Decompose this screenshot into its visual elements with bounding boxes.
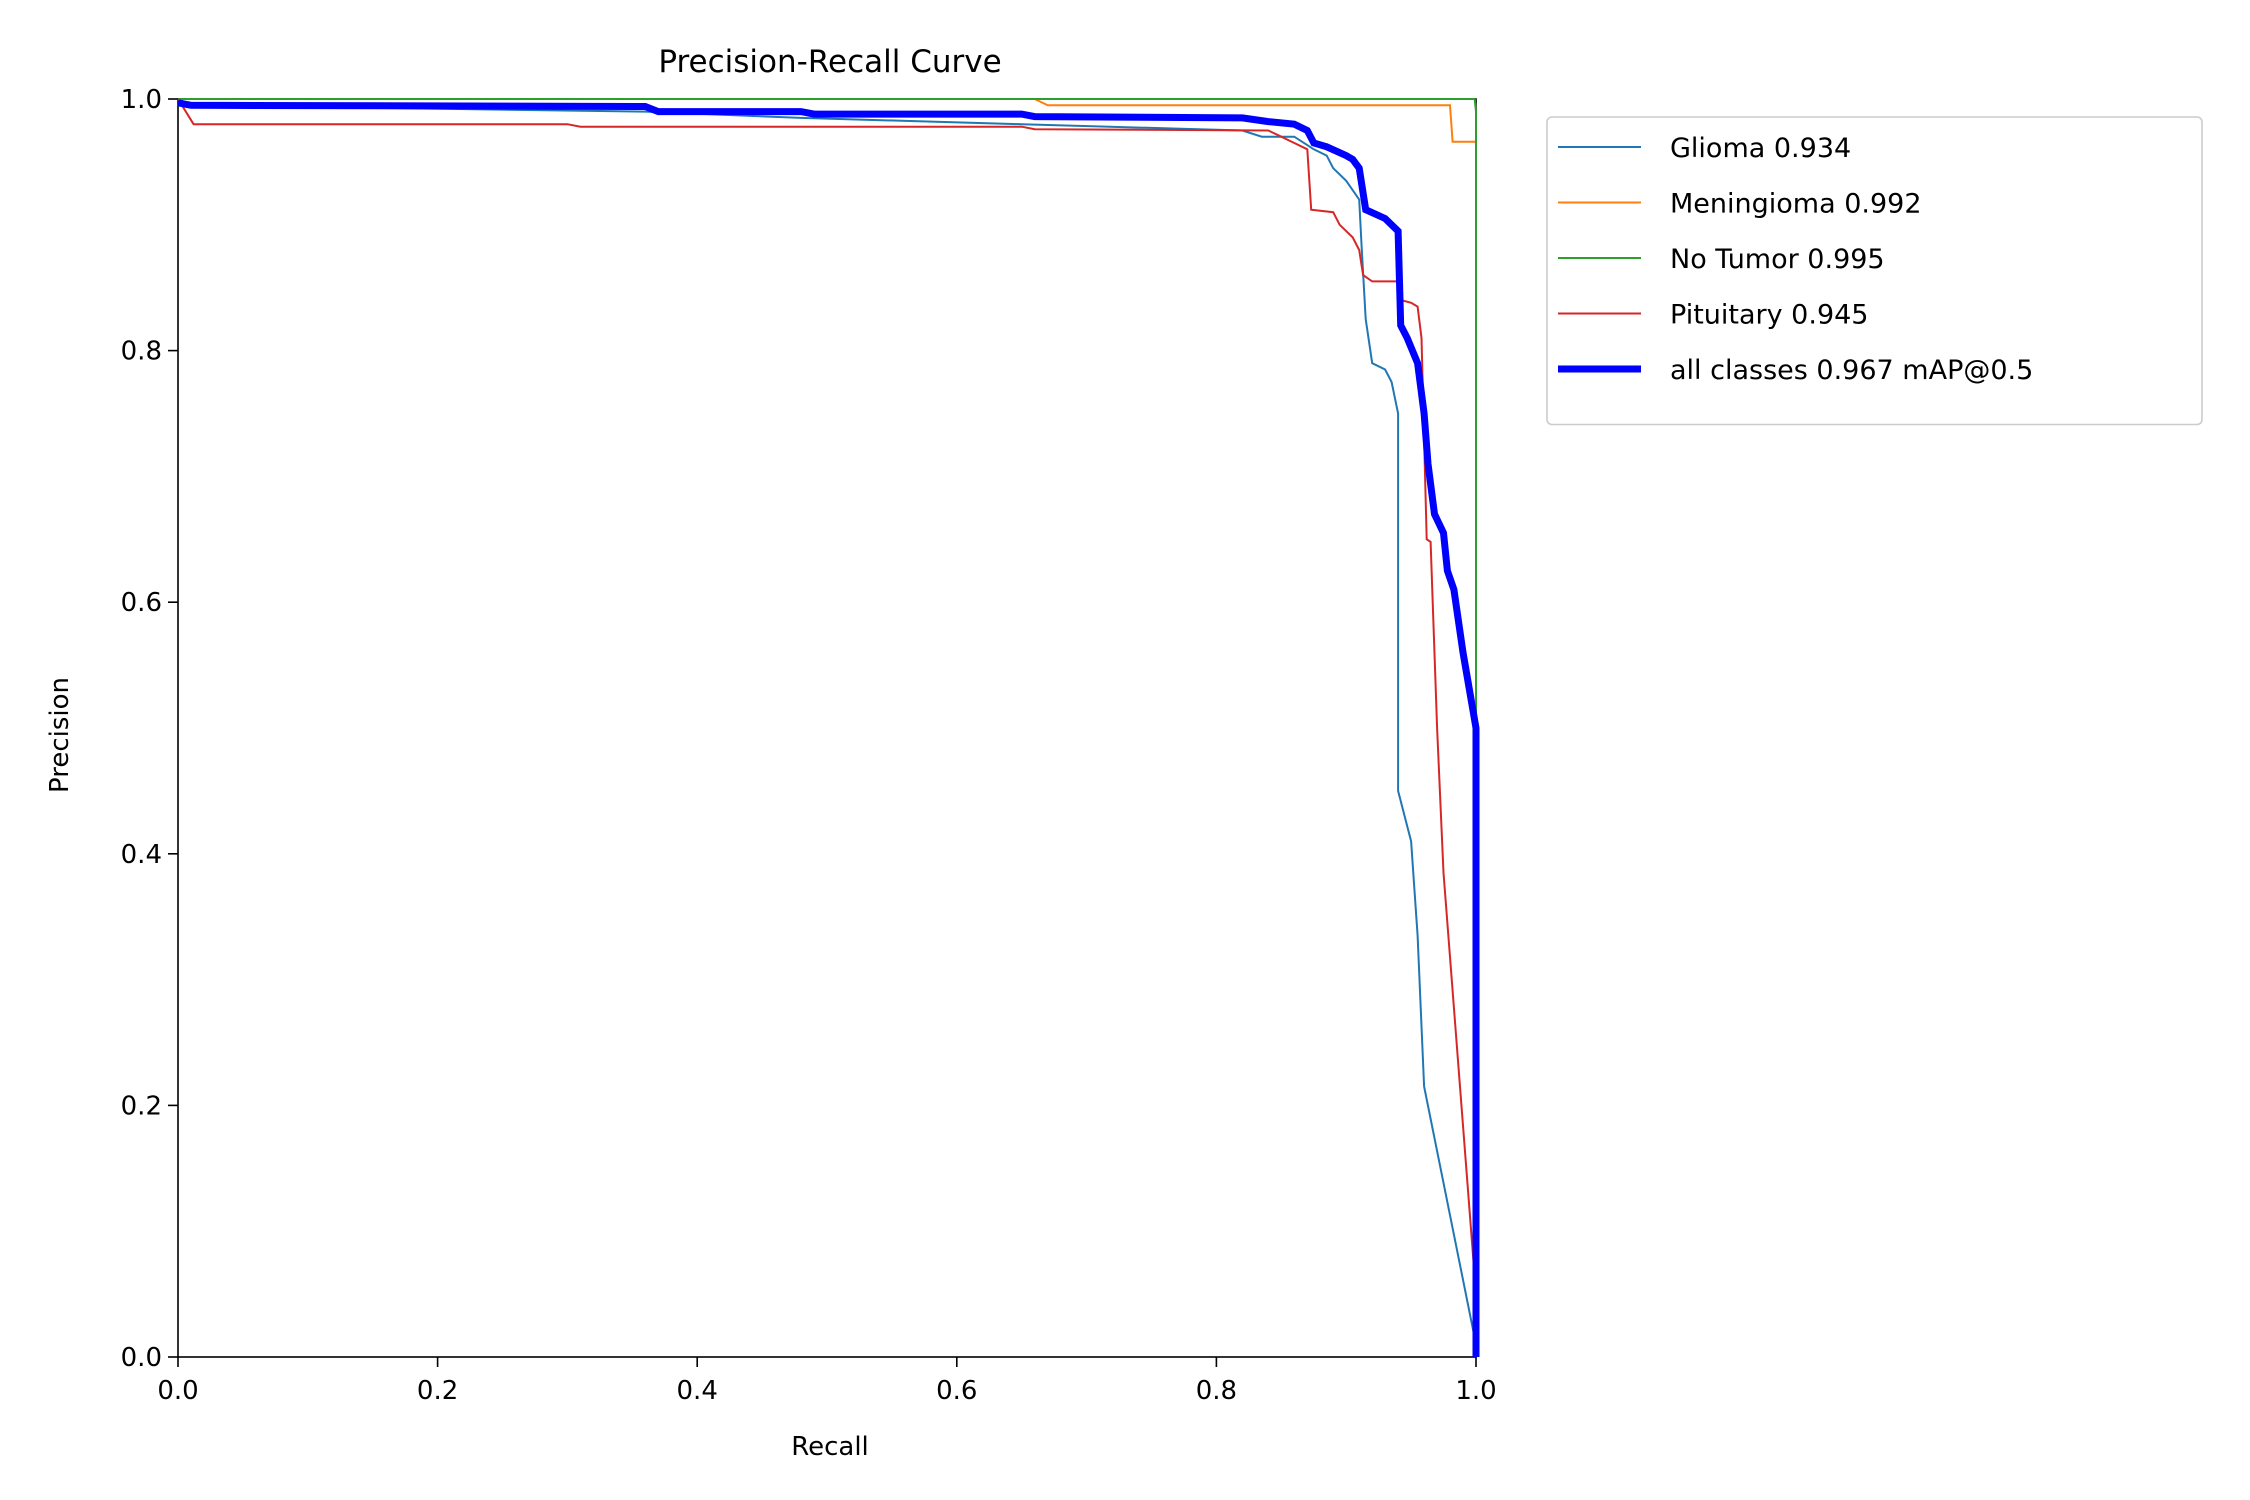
legend-label-glioma-0-934: Glioma 0.934	[1670, 133, 1851, 164]
plot-area	[177, 98, 1477, 1358]
y-tick-label: 0.8	[121, 337, 162, 367]
series-line-no-tumor-0-995	[178, 98, 1477, 728]
series-line-all-classes-0-967-map-0-5	[177, 99, 1480, 1357]
legend: Glioma 0.934 Meningioma 0.992 No Tumor 0.9…	[1546, 116, 2203, 426]
y-tick-label: 0.2	[121, 1091, 162, 1121]
legend-label-all-classes-0-967-map-0-5: all classes 0.967 mAP@0.5	[1670, 355, 2033, 386]
series-line-meningioma-0-992	[178, 98, 1477, 728]
y-axis-ticks: 0.0 0.2 0.4 0.6 0.8 1.0	[121, 85, 178, 1373]
legend-label-no-tumor-0-995: No Tumor 0.995	[1670, 244, 1885, 275]
y-tick-label: 0.4	[121, 840, 162, 870]
series-line-glioma-0-934	[177, 98, 1477, 1345]
x-tick-label: 0.0	[157, 1376, 198, 1406]
x-tick-label: 0.2	[417, 1376, 458, 1406]
x-tick-label: 0.6	[936, 1376, 977, 1406]
x-tick-label: 0.4	[677, 1376, 718, 1406]
y-tick-label: 0.6	[121, 588, 162, 618]
legend-box	[1546, 116, 2203, 426]
series-line-pituitary-0-945	[177, 98, 1477, 1295]
y-tick-label: 1.0	[121, 85, 162, 115]
x-axis-label: Recall	[791, 1432, 869, 1462]
x-tick-label: 1.0	[1455, 1376, 1496, 1406]
chart-title: Precision-Recall Curve	[658, 44, 1001, 80]
series-layer	[177, 98, 1480, 1357]
x-axis-ticks: 0.0 0.2 0.4 0.6 0.8 1.0	[157, 1357, 1497, 1406]
plot-frame	[177, 98, 1477, 1358]
legend-label-pituitary-0-945: Pituitary 0.945	[1670, 300, 1868, 331]
y-tick-label: 0.0	[121, 1343, 162, 1373]
x-tick-label: 0.8	[1196, 1376, 1237, 1406]
legend-label-meningioma-0-992: Meningioma 0.992	[1670, 189, 1922, 220]
y-axis-label: Precision	[45, 677, 75, 793]
